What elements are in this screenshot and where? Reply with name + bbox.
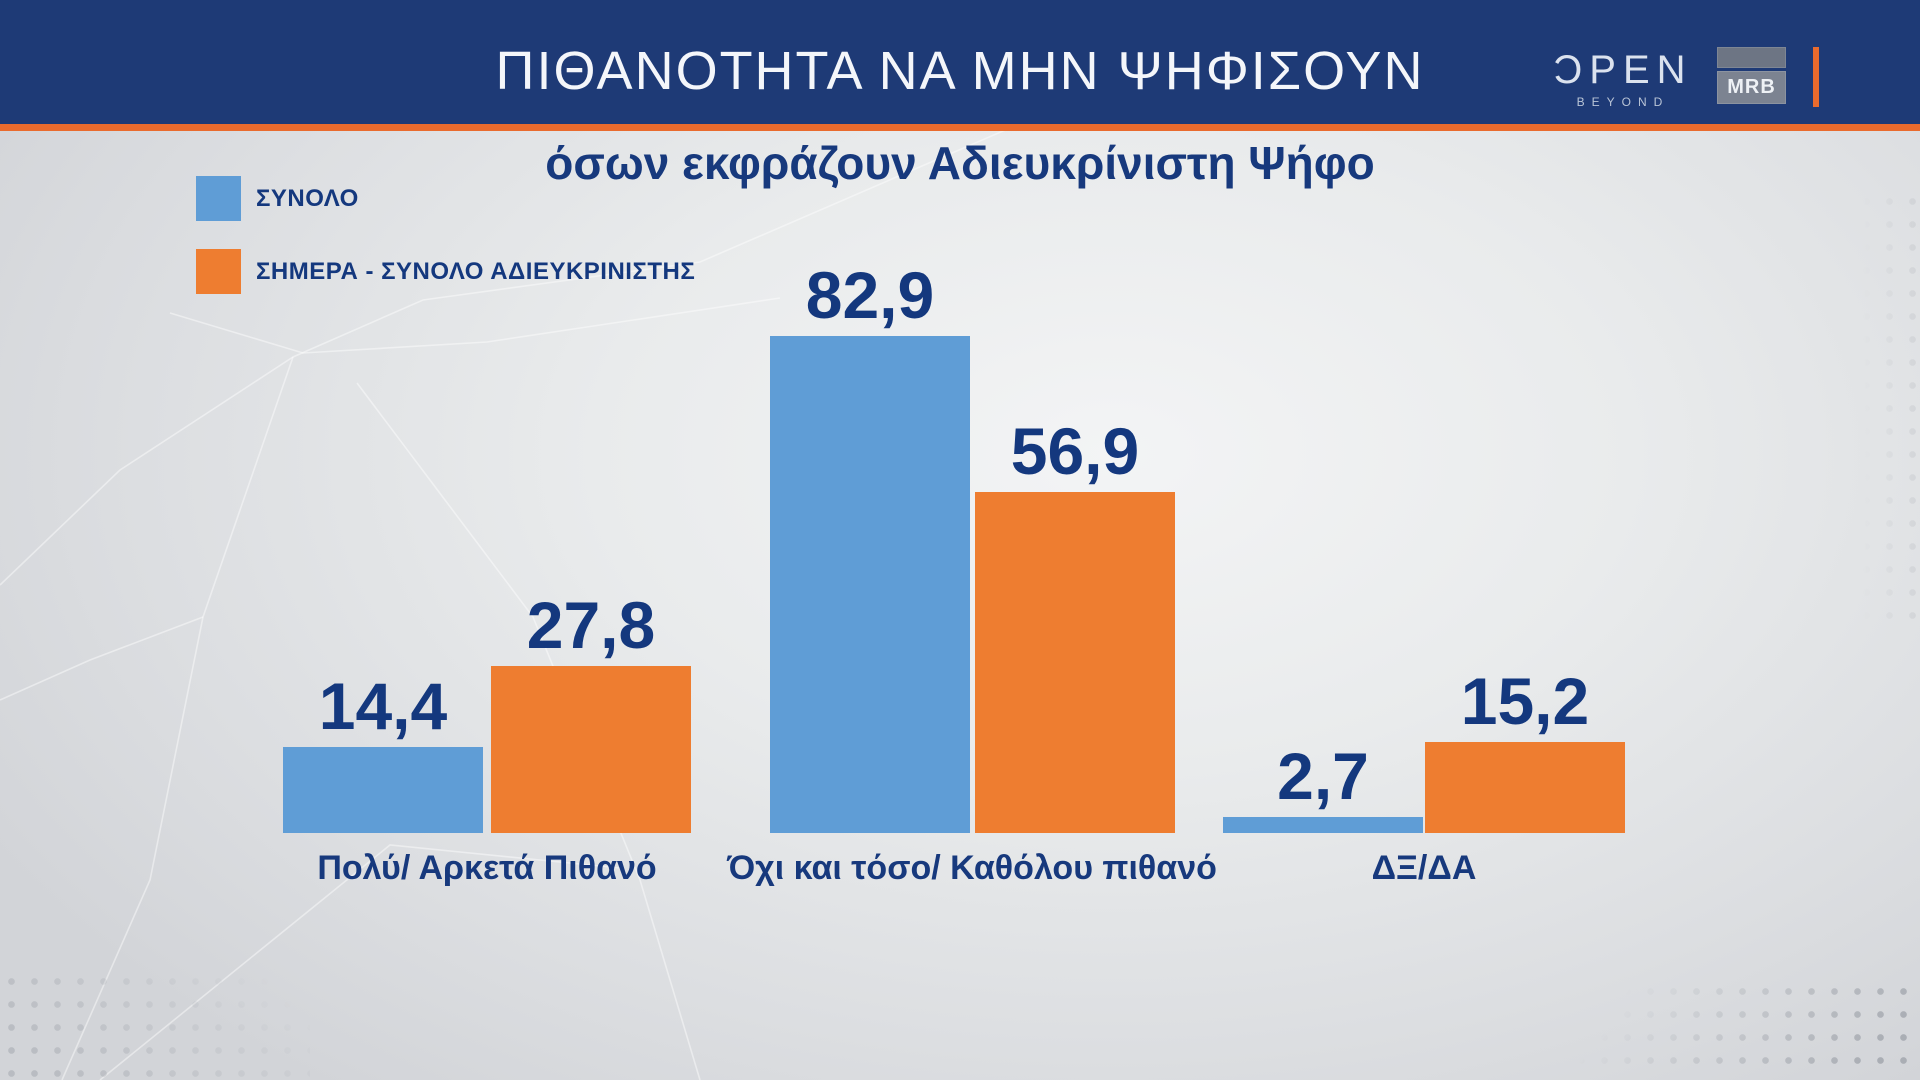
legend-label-synolo: ΣΥΝΟΛΟ (256, 184, 359, 212)
mrb-logo-top-box (1717, 47, 1786, 68)
value-label-blue-dxda: 2,7 (1277, 739, 1369, 813)
mrb-logo-text: MRB (1717, 71, 1786, 104)
page-title: ΠΙΘΑΝΟΤΗΤΑ ΝΑ ΜΗΝ ΨΗΦΙΣΟΥΝ (495, 41, 1425, 101)
header-underline (0, 124, 1920, 131)
mrb-logo: MRB (1717, 47, 1786, 104)
legend-swatch-orange (196, 249, 241, 294)
value-label-orange-dxda: 15,2 (1460, 664, 1590, 738)
bar-blue-oxi-katholoy-pithano (770, 336, 970, 833)
legend-label-simera: ΣΗΜΕΡΑ - ΣΥΝΟΛΟ ΑΔΙΕΥΚΡΙΝΙΣΤΗΣ (256, 257, 696, 285)
bar-blue-poly-arketa-pithano (283, 747, 483, 833)
legend-item-simera-adieykrinistis: ΣΗΜΕΡΑ - ΣΥΝΟΛΟ ΑΔΙΕΥΚΡΙΝΙΣΤΗΣ (196, 249, 695, 294)
header-bar: ΠΙΘΑΝΟΤΗΤΑ ΝΑ ΜΗΝ ΨΗΦΙΣΟΥΝ ƆPEN BEYOND M… (0, 0, 1920, 124)
open-logo-beyond-text: BEYOND (1576, 95, 1670, 109)
logo-divider-bar (1813, 47, 1819, 107)
category-label-dx-da: ΔΞ/ΔΑ (1371, 849, 1477, 887)
bar-orange-poly-arketa-pithano (491, 666, 691, 833)
legend-item-synolo: ΣΥΝΟΛΟ (196, 176, 695, 221)
bar-blue-dx-da (1223, 817, 1423, 833)
value-label-orange-oxi: 56,9 (1010, 414, 1140, 488)
open-logo-word: ƆPEN (1553, 48, 1693, 92)
chart-subtitle: όσων εκφράζουν Αδιευκρίνιστη Ψήφο (545, 137, 1375, 189)
bar-orange-dx-da (1425, 742, 1625, 833)
open-beyond-logo: ƆPEN BEYOND (1548, 50, 1698, 109)
value-label-orange-poly: 27,8 (526, 588, 656, 662)
legend-swatch-blue (196, 176, 241, 221)
category-label-oxi-katholoy-pithano: Όχι και τόσο/ Καθόλου πιθανό (727, 849, 1217, 887)
legend: ΣΥΝΟΛΟ ΣΗΜΕΡΑ - ΣΥΝΟΛΟ ΑΔΙΕΥΚΡΙΝΙΣΤΗΣ (196, 176, 695, 322)
bar-orange-oxi-katholoy-pithano (975, 492, 1175, 833)
value-label-blue-poly: 14,4 (318, 669, 448, 743)
category-label-poly-arketa-pithano: Πολύ/ Αρκετά Πιθανό (317, 849, 657, 887)
value-label-blue-oxi: 82,9 (805, 258, 935, 332)
